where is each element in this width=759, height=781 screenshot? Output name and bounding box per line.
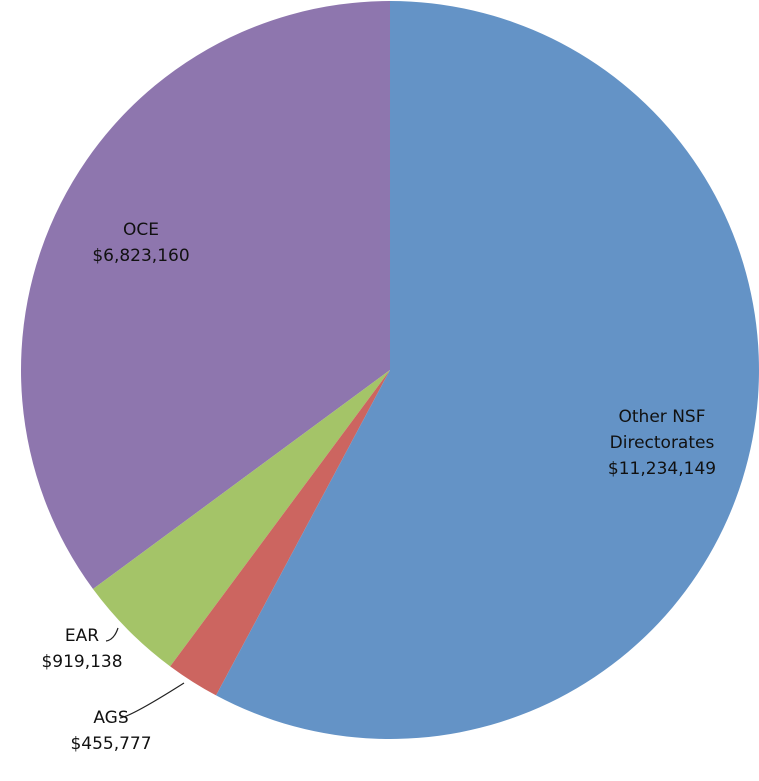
slice-label: OCE $6,823,160 [71, 217, 211, 269]
pie-slice [170, 370, 390, 696]
leader-line [119, 682, 185, 719]
category-label: OCE [123, 220, 159, 240]
category-label: Other NSF Directorates [609, 407, 715, 453]
value-label: $11,234,149 [607, 459, 717, 479]
value-label: $455,777 [70, 734, 152, 754]
pie-slice [216, 1, 759, 739]
leader-line [105, 627, 119, 642]
slice-label: Other NSF Directorates $11,234,149 [587, 404, 737, 482]
category-label: AGS [93, 708, 129, 728]
slice-label: EAR $919,138 [12, 623, 152, 675]
category-label: EAR [64, 626, 100, 646]
value-label: $6,823,160 [92, 246, 190, 266]
pie-slice [20, 1, 390, 589]
pie-slice [93, 370, 390, 667]
value-label: $919,138 [41, 652, 123, 672]
slice-label: AGS $455,777 [41, 705, 181, 757]
